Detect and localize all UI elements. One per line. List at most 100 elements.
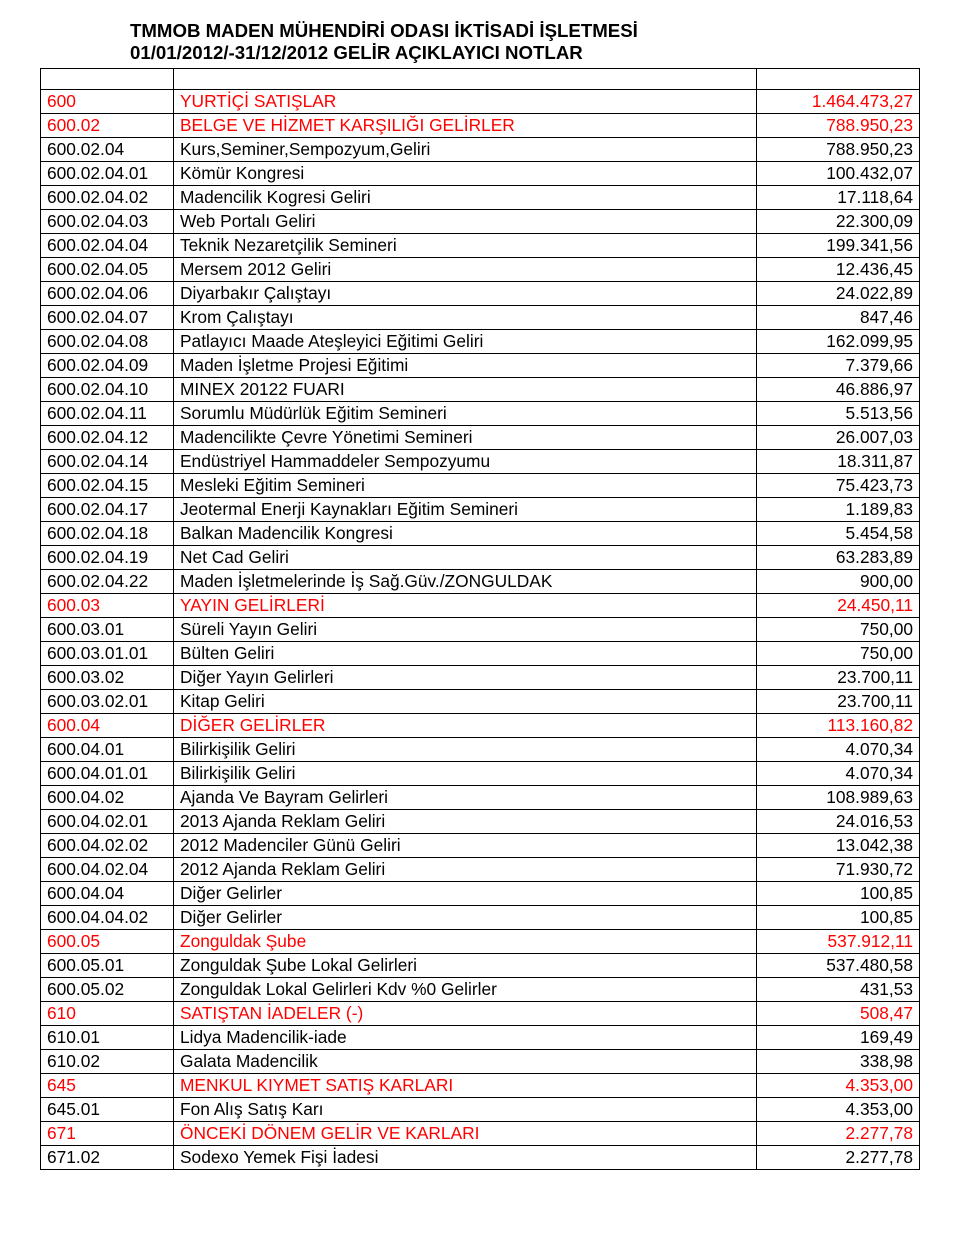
cell-amount: 24.016,53	[757, 810, 920, 834]
document-title-line1: TMMOB MADEN MÜHENDİRİ ODASI İKTİSADİ İŞL…	[130, 20, 920, 42]
cell-code: 645.01	[41, 1098, 174, 1122]
cell-amount: 169,49	[757, 1026, 920, 1050]
cell-amount: 537.480,58	[757, 954, 920, 978]
table-row: 600.05Zonguldak Şube537.912,11	[41, 930, 920, 954]
cell-description: Teknik Nezaretçilik Semineri	[174, 234, 757, 258]
table-row: 600.04.02Ajanda Ve Bayram Gelirleri108.9…	[41, 786, 920, 810]
cell-amount: 4.353,00	[757, 1098, 920, 1122]
cell-code: 600	[41, 90, 174, 114]
cell-description: Zonguldak Şube	[174, 930, 757, 954]
cell-code: 600.04.04.02	[41, 906, 174, 930]
table-row: 600.02.04.14Endüstriyel Hammaddeler Semp…	[41, 450, 920, 474]
cell-description: Sorumlu Müdürlük Eğitim Semineri	[174, 402, 757, 426]
cell-amount: 431,53	[757, 978, 920, 1002]
cell-amount: 7.379,66	[757, 354, 920, 378]
table-row: 671.02Sodexo Yemek Fişi İadesi2.277,78	[41, 1146, 920, 1170]
table-row: 600.02.04.12Madencilikte Çevre Yönetimi …	[41, 426, 920, 450]
cell-description: Fon Alış Satış Karı	[174, 1098, 757, 1122]
cell-description: Kömür Kongresi	[174, 162, 757, 186]
cell-description: Madencilikte Çevre Yönetimi Semineri	[174, 426, 757, 450]
cell-code: 600.02.04.06	[41, 282, 174, 306]
cell-amount: 100.432,07	[757, 162, 920, 186]
table-row: 600.02.04.10MINEX 20122 FUARI46.886,97	[41, 378, 920, 402]
cell-amount: 71.930,72	[757, 858, 920, 882]
table-row: 600.02.04.06Diyarbakır Çalıştayı24.022,8…	[41, 282, 920, 306]
cell-amount: 108.989,63	[757, 786, 920, 810]
cell-code: 600.02.04.15	[41, 474, 174, 498]
cell-description: Krom Çalıştayı	[174, 306, 757, 330]
financial-table: 600YURTİÇİ SATIŞLAR1.464.473,27600.02BEL…	[40, 68, 920, 1170]
cell-description: Maden İşletme Projesi Eğitimi	[174, 354, 757, 378]
cell-amount: 100,85	[757, 882, 920, 906]
cell-amount: 1.189,83	[757, 498, 920, 522]
cell-code: 600.03.02.01	[41, 690, 174, 714]
cell-code: 600.02.04.08	[41, 330, 174, 354]
cell-code: 600.02.04.17	[41, 498, 174, 522]
cell-amount: 63.283,89	[757, 546, 920, 570]
cell-amount: 2.277,78	[757, 1122, 920, 1146]
cell-description: Endüstriyel Hammaddeler Sempozyumu	[174, 450, 757, 474]
table-row: 600.04.04.02Diğer Gelirler100,85	[41, 906, 920, 930]
table-row: 600.05.02Zonguldak Lokal Gelirleri Kdv %…	[41, 978, 920, 1002]
table-row: 671ÖNCEKİ DÖNEM GELİR VE KARLARI2.277,78	[41, 1122, 920, 1146]
cell-description: SATIŞTAN İADELER (-)	[174, 1002, 757, 1026]
cell-amount: 100,85	[757, 906, 920, 930]
table-row: 600.03.01Süreli Yayın Geliri750,00	[41, 618, 920, 642]
cell-code: 600.03	[41, 594, 174, 618]
cell-description: Patlayıcı Maade Ateşleyici Eğitimi Gelir…	[174, 330, 757, 354]
cell-code: 600.02.04.19	[41, 546, 174, 570]
cell-code: 600.04.04	[41, 882, 174, 906]
cell-description: Lidya Madencilik-iade	[174, 1026, 757, 1050]
cell-description: Zonguldak Şube Lokal Gelirleri	[174, 954, 757, 978]
table-row: 610.01Lidya Madencilik-iade169,49	[41, 1026, 920, 1050]
cell-description: MINEX 20122 FUARI	[174, 378, 757, 402]
cell-code: 671.02	[41, 1146, 174, 1170]
table-row: 610.02Galata Madencilik338,98	[41, 1050, 920, 1074]
table-row: 610SATIŞTAN İADELER (-)508,47	[41, 1002, 920, 1026]
table-row: 600.02.04.11Sorumlu Müdürlük Eğitim Semi…	[41, 402, 920, 426]
table-row: 600.02BELGE VE HİZMET KARŞILIĞI GELİRLER…	[41, 114, 920, 138]
cell-amount: 24.450,11	[757, 594, 920, 618]
cell-code: 600.02.04.14	[41, 450, 174, 474]
cell-description: Kurs,Seminer,Sempozyum,Geliri	[174, 138, 757, 162]
table-row: 600.05.01Zonguldak Şube Lokal Gelirleri5…	[41, 954, 920, 978]
table-row: 600.04DİĞER GELİRLER113.160,82	[41, 714, 920, 738]
cell-amount: 24.022,89	[757, 282, 920, 306]
cell-description: Madencilik Kogresi Geliri	[174, 186, 757, 210]
cell-code: 610.01	[41, 1026, 174, 1050]
cell-amount: 5.513,56	[757, 402, 920, 426]
cell-code: 645	[41, 1074, 174, 1098]
cell-amount: 2.277,78	[757, 1146, 920, 1170]
cell-amount: 199.341,56	[757, 234, 920, 258]
table-row: 645MENKUL KIYMET SATIŞ KARLARI4.353,00	[41, 1074, 920, 1098]
table-row: 600.02.04.08Patlayıcı Maade Ateşleyici E…	[41, 330, 920, 354]
cell-code: 600.02	[41, 114, 174, 138]
table-row: 600.02.04.19Net Cad Geliri63.283,89	[41, 546, 920, 570]
table-row: 600.04.02.042012 Ajanda Reklam Geliri71.…	[41, 858, 920, 882]
table-row: 600.02.04.22Maden İşletmelerinde İş Sağ.…	[41, 570, 920, 594]
cell-amount: 900,00	[757, 570, 920, 594]
table-row: 600.02.04.05Mersem 2012 Geliri12.436,45	[41, 258, 920, 282]
table-row: 600.03.02.01Kitap Geliri23.700,11	[41, 690, 920, 714]
cell-description: Diyarbakır Çalıştayı	[174, 282, 757, 306]
cell-code: 600.03.01.01	[41, 642, 174, 666]
cell-amount: 847,46	[757, 306, 920, 330]
cell-description: Web Portalı Geliri	[174, 210, 757, 234]
table-row: 600YURTİÇİ SATIŞLAR1.464.473,27	[41, 90, 920, 114]
table-row: 600.04.02.012013 Ajanda Reklam Geliri24.…	[41, 810, 920, 834]
cell-amount: 17.118,64	[757, 186, 920, 210]
cell-amount: 1.464.473,27	[757, 90, 920, 114]
table-row: 600.04.01.01Bilirkişilik Geliri4.070,34	[41, 762, 920, 786]
table-row: 600.04.01Bilirkişilik Geliri4.070,34	[41, 738, 920, 762]
cell-amount: 75.423,73	[757, 474, 920, 498]
cell-code: 600.04.02.02	[41, 834, 174, 858]
cell-code: 600.02.04.09	[41, 354, 174, 378]
cell-description: Maden İşletmelerinde İş Sağ.Güv./ZONGULD…	[174, 570, 757, 594]
cell-amount: 18.311,87	[757, 450, 920, 474]
cell-amount: 788.950,23	[757, 114, 920, 138]
cell-amount: 508,47	[757, 1002, 920, 1026]
cell-code: 600.02.04.04	[41, 234, 174, 258]
document-title-block: TMMOB MADEN MÜHENDİRİ ODASI İKTİSADİ İŞL…	[130, 20, 920, 64]
table-row: 600.02.04.07Krom Çalıştayı847,46	[41, 306, 920, 330]
cell-code: 600.04.01	[41, 738, 174, 762]
